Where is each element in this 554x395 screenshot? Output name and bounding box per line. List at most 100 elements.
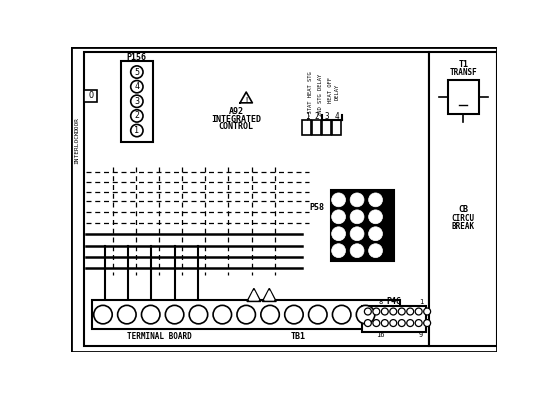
- Text: 8: 8: [378, 299, 382, 305]
- Circle shape: [390, 308, 397, 315]
- Circle shape: [350, 244, 364, 258]
- Bar: [312, 120, 321, 135]
- Text: 2: 2: [315, 112, 319, 121]
- Polygon shape: [247, 288, 261, 301]
- Text: W2: W2: [124, 312, 130, 317]
- Circle shape: [309, 305, 327, 324]
- Text: 4: 4: [335, 112, 340, 121]
- Circle shape: [350, 193, 364, 207]
- Text: P46: P46: [387, 297, 402, 306]
- Text: 1: 1: [305, 112, 309, 121]
- Circle shape: [398, 320, 405, 327]
- Circle shape: [332, 244, 346, 258]
- Text: 1: 1: [355, 246, 360, 255]
- Bar: [86, 177, 283, 219]
- Text: 7: 7: [336, 229, 341, 238]
- Bar: [322, 120, 331, 135]
- Bar: [362, 306, 427, 332]
- Circle shape: [350, 227, 364, 241]
- Circle shape: [365, 308, 371, 315]
- Text: CONTROL: CONTROL: [219, 122, 254, 131]
- Circle shape: [368, 227, 382, 241]
- Text: CIRCU: CIRCU: [452, 214, 475, 223]
- Text: 2ND STG DELAY: 2ND STG DELAY: [317, 74, 322, 116]
- Text: HEAT OFF: HEAT OFF: [329, 77, 334, 103]
- Text: P156: P156: [127, 53, 147, 62]
- Text: P58: P58: [310, 203, 325, 212]
- Circle shape: [261, 305, 279, 324]
- Text: TB1: TB1: [290, 332, 305, 340]
- Circle shape: [407, 308, 414, 315]
- Text: 2: 2: [373, 246, 378, 255]
- Text: 3: 3: [373, 196, 378, 204]
- Circle shape: [373, 320, 380, 327]
- Text: 1: 1: [269, 312, 271, 317]
- Text: INTERLOCK: INTERLOCK: [74, 131, 79, 164]
- Text: 4: 4: [135, 82, 140, 91]
- Text: DS: DS: [362, 312, 369, 317]
- Circle shape: [131, 95, 143, 107]
- Text: 4: 4: [336, 212, 341, 221]
- Bar: [86, 188, 255, 218]
- Bar: [302, 120, 311, 135]
- Circle shape: [407, 320, 414, 327]
- Text: 8: 8: [355, 229, 360, 238]
- Circle shape: [415, 308, 422, 315]
- Text: INTEGRATED: INTEGRATED: [211, 115, 261, 124]
- Circle shape: [365, 320, 371, 327]
- Circle shape: [368, 244, 382, 258]
- Text: 16: 16: [376, 332, 384, 339]
- Circle shape: [381, 320, 388, 327]
- Text: 6: 6: [373, 212, 378, 221]
- Text: CB: CB: [458, 205, 468, 214]
- Circle shape: [117, 305, 136, 324]
- Text: 1: 1: [336, 196, 341, 204]
- Circle shape: [213, 305, 232, 324]
- Text: T-STAT HEAT STG: T-STAT HEAT STG: [309, 71, 314, 120]
- Text: 2: 2: [355, 196, 360, 204]
- Circle shape: [141, 305, 160, 324]
- Text: 3: 3: [325, 112, 330, 121]
- Circle shape: [373, 308, 380, 315]
- Circle shape: [94, 305, 112, 324]
- Circle shape: [398, 308, 405, 315]
- Circle shape: [424, 320, 430, 327]
- Text: 9: 9: [419, 332, 423, 339]
- Text: D: D: [340, 312, 343, 317]
- Text: A92: A92: [229, 107, 244, 116]
- Bar: [429, 52, 497, 346]
- Circle shape: [390, 320, 397, 327]
- Text: W1: W1: [100, 312, 106, 317]
- Text: TERMINAL BOARD: TERMINAL BOARD: [127, 332, 192, 340]
- Text: 5: 5: [135, 68, 140, 77]
- Bar: [85, 90, 97, 102]
- Circle shape: [356, 305, 375, 324]
- Polygon shape: [240, 92, 253, 103]
- Circle shape: [131, 110, 143, 122]
- Text: R: R: [244, 312, 248, 317]
- Circle shape: [415, 320, 422, 327]
- Bar: [85, 52, 429, 346]
- Circle shape: [332, 210, 346, 224]
- Text: !: !: [268, 293, 271, 299]
- Text: !: !: [244, 97, 248, 103]
- Circle shape: [332, 305, 351, 324]
- Text: M: M: [293, 312, 296, 317]
- Bar: [92, 300, 400, 329]
- Bar: [332, 120, 341, 135]
- Polygon shape: [265, 291, 274, 300]
- Circle shape: [332, 193, 346, 207]
- Bar: [121, 61, 153, 142]
- Bar: [331, 190, 394, 261]
- Circle shape: [368, 210, 382, 224]
- Bar: [86, 198, 228, 218]
- Circle shape: [131, 66, 143, 78]
- Circle shape: [424, 308, 430, 315]
- Text: O: O: [88, 91, 93, 100]
- Circle shape: [285, 305, 303, 324]
- Text: G: G: [149, 312, 152, 317]
- Text: DELAY: DELAY: [335, 84, 340, 100]
- Text: C: C: [220, 312, 224, 317]
- Text: Y1: Y1: [195, 312, 202, 317]
- Text: 3: 3: [135, 97, 140, 106]
